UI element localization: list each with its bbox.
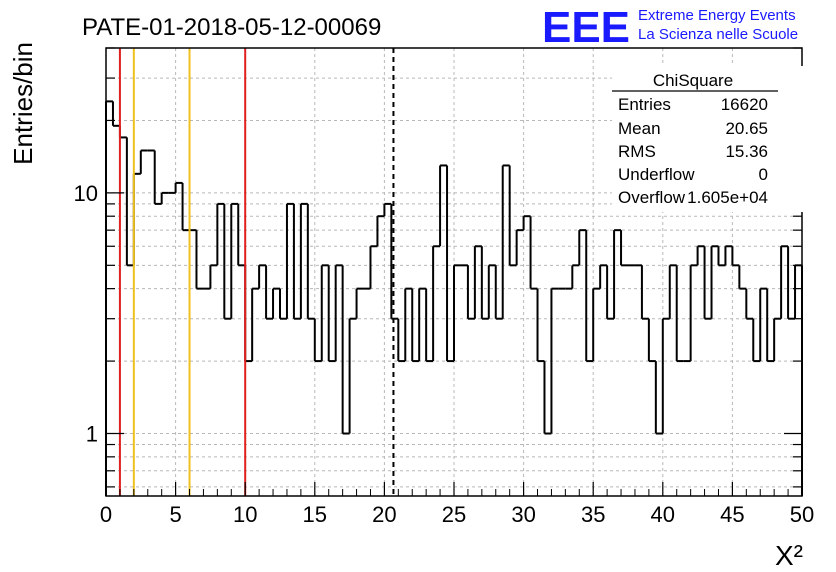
stats-title: ChiSquare <box>653 71 733 90</box>
x-tick-label: 5 <box>169 502 181 527</box>
tick-layer: 0 5 10 15 20 25 30 35 40 45 50 1 10 <box>74 47 814 527</box>
x-tick-label: 15 <box>303 502 327 527</box>
reference-lines-layer <box>118 48 395 496</box>
x-tick-label: 30 <box>511 502 535 527</box>
stats-label: Overflow <box>618 188 686 207</box>
y-axis-label: Entries/bin <box>8 42 38 165</box>
x-axis-label: X² <box>775 540 803 571</box>
x-tick-label: 20 <box>372 502 396 527</box>
stats-label: Underflow <box>618 165 695 184</box>
x-tick-label: 10 <box>233 502 257 527</box>
stats-value: 20.65 <box>725 119 768 138</box>
stats-label: Mean <box>618 119 661 138</box>
stats-value: 0 <box>759 165 768 184</box>
stats-label: RMS <box>618 142 656 161</box>
stats-value: 15.36 <box>725 142 768 161</box>
chart-title: PATE-01-2018-05-12-00069 <box>82 14 381 41</box>
stats-value: 1.605e+04 <box>687 188 768 207</box>
eee-logo: EEE <box>542 3 630 52</box>
stats-value: 16620 <box>721 95 768 114</box>
x-tick-label: 45 <box>720 502 744 527</box>
x-tick-label: 50 <box>790 502 814 527</box>
logo-line-2: La Scienza nelle Scuole <box>638 26 798 43</box>
x-tick-label: 0 <box>100 502 112 527</box>
x-tick-label: 25 <box>442 502 466 527</box>
stats-label: Entries <box>618 95 671 114</box>
logo-line-1: Extreme Energy Events <box>638 7 796 24</box>
y-tick-label: 1 <box>86 422 98 447</box>
stats-box: ChiSquare Entries 16620 Mean 20.65 RMS 1… <box>612 66 806 212</box>
x-tick-label: 40 <box>651 502 675 527</box>
x-tick-label: 35 <box>581 502 605 527</box>
y-tick-label: 10 <box>74 181 98 206</box>
